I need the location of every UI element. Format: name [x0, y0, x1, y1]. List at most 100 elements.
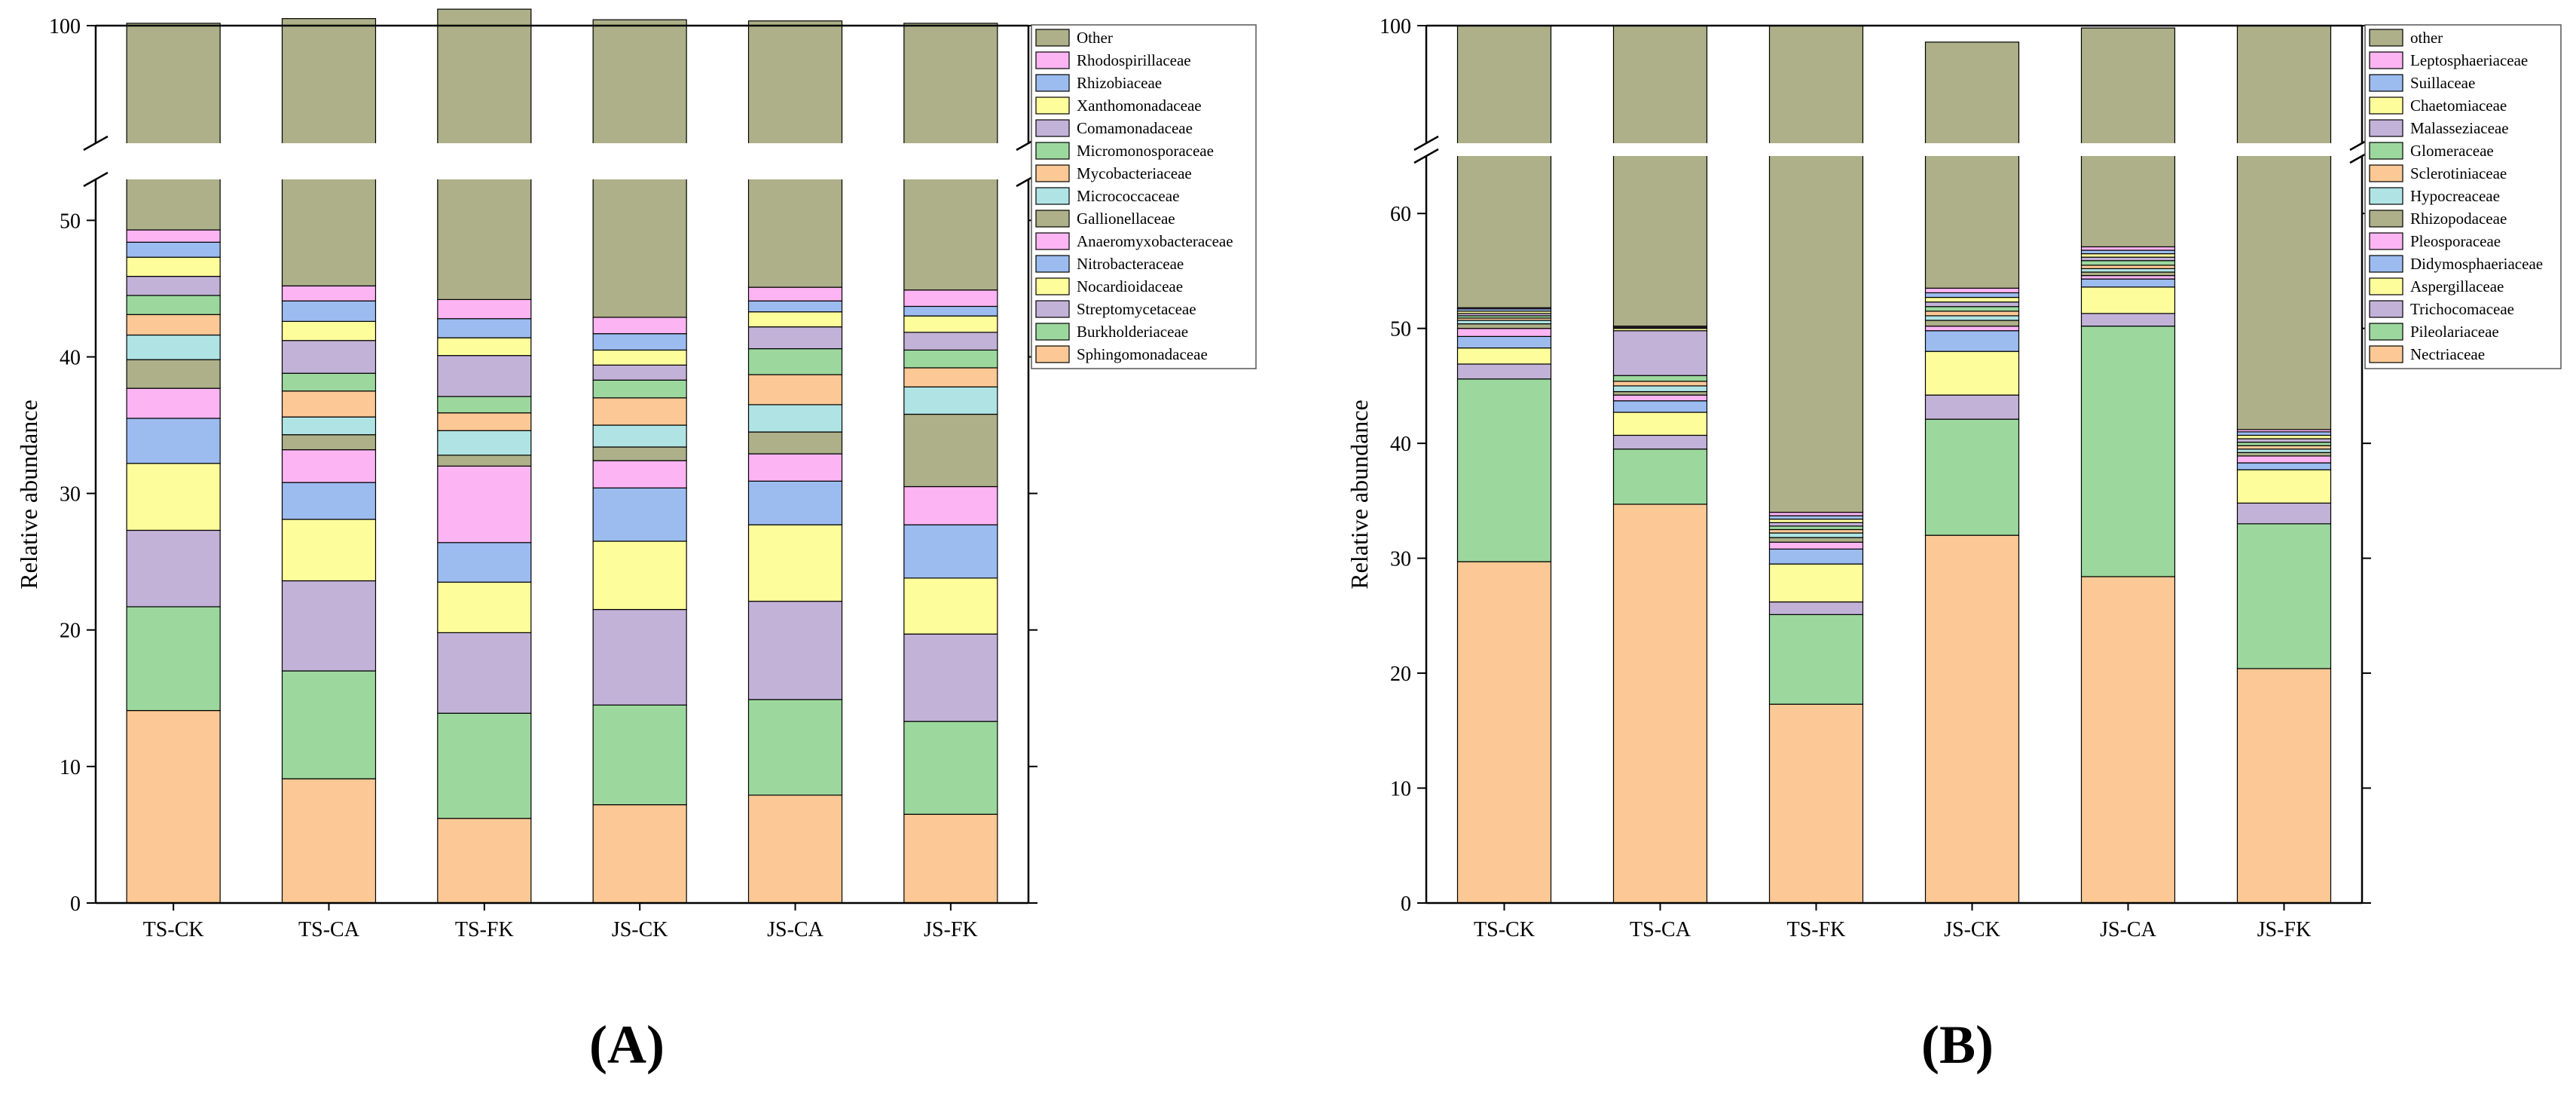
bar-segment-sphingomonadaceae-ts-ck	[126, 710, 221, 904]
bar-segment-chaetomiaceae-js-fk	[2236, 434, 2332, 439]
legend-swatch	[1035, 142, 1070, 160]
bar-segment-pileolariaceae-js-ck	[1924, 418, 2020, 536]
bar-segment-pileolariaceae-js-ca	[2080, 326, 2176, 577]
bar-segment-malasseziaceae-ts-ca	[1612, 330, 1708, 376]
legend-label: Gallionellaceae	[1077, 210, 1175, 228]
bar-segment-micromonosporaceae-ts-fk	[437, 396, 532, 414]
bar-segment-rhodospirillaceae-ts-ck	[126, 229, 221, 243]
bar-segment-rhizobiaceae-ts-ca	[281, 300, 377, 322]
legend-swatch	[2369, 142, 2403, 160]
axis-break-gap	[1411, 143, 2377, 156]
bar-segment-nectriaceae-ts-ck	[1456, 561, 1552, 904]
bar-segment-rhizopodaceae-ts-ca	[1612, 390, 1708, 396]
bar-segment-gallionellaceae-js-fk	[903, 413, 998, 488]
panel-label-a: (A)	[589, 1015, 665, 1075]
legend-label: Streptomycetaceae	[1077, 300, 1196, 318]
legend-swatch	[1035, 164, 1070, 182]
panel-b-chart: TS-CK TS-CA TS-FK JS-CK JS-CA JS-FK 0 10 20 30 40 5…	[1346, 15, 2562, 941]
legend-swatch	[1035, 300, 1070, 318]
bar-segment-mycobacteriaceae-js-ca	[747, 374, 843, 406]
bar-segment-micromonosporaceae-js-ck	[592, 379, 687, 399]
bar-segment-sclerotiniaceae-js-fk	[2236, 445, 2332, 450]
bar-segment-comamonadaceae-js-fk	[903, 332, 998, 351]
bar-segment-sphingomonadaceae-js-ca	[747, 794, 843, 904]
bar-segment-other-ts-ck	[1456, 25, 1552, 308]
bar-segment-nocardioidaceae-ts-ca	[281, 519, 377, 582]
bar-segment-other-js-fk	[2236, 25, 2332, 430]
bar-segment-aspergillaceae-ts-ck	[1456, 347, 1552, 365]
y-tick-label: 20	[60, 620, 81, 643]
bar-segment-rhodospirillaceae-ts-ca	[281, 285, 377, 302]
bar-segment-micromonosporaceae-js-ca	[747, 348, 843, 375]
bar-segment-rhizobiaceae-ts-fk	[437, 318, 532, 338]
bar-segment-micrococcaceae-ts-ck	[126, 334, 221, 360]
bar-segment-malasseziaceae-js-ck	[1924, 302, 2020, 308]
bar-segment-aspergillaceae-ts-ca	[1612, 412, 1708, 436]
bar-segment-anaeromyxobacteraceae-ts-ck	[126, 387, 221, 419]
bar-segment-nocardioidaceae-js-ca	[747, 524, 843, 602]
bar-segment-pleosporaceae-js-ca	[2080, 274, 2176, 280]
bar-segment-burkholderiaceae-js-fk	[903, 721, 998, 815]
bar-segment-xanthomonadaceae-ts-fk	[437, 337, 532, 357]
bar-segment-nocardioidaceae-js-ck	[592, 540, 687, 611]
bar-segment-rhodospirillaceae-js-ca	[747, 286, 843, 302]
bar-segment-streptomycetaceae-js-ck	[592, 608, 687, 706]
bar-segment-anaeromyxobacteraceae-js-fk	[903, 485, 998, 525]
x-tick-label: JS-CA	[767, 918, 824, 941]
axis-break-mark	[83, 171, 108, 188]
legend-label: Trichocomaceae	[2410, 300, 2514, 318]
bar-segment-gallionellaceae-ts-ca	[281, 434, 377, 451]
bar-segment-aspergillaceae-js-fk	[2236, 469, 2332, 504]
x-tick-label: JS-FK	[924, 918, 978, 941]
legend-swatch	[1035, 232, 1070, 250]
legend-swatch	[2369, 119, 2403, 137]
axis-break-mark	[1413, 135, 1439, 152]
legend-swatch	[1035, 210, 1070, 228]
bar-segment-didymosphaeriaceae-ts-fk	[1768, 548, 1864, 565]
legend-label: Other	[1077, 29, 1113, 47]
bar-segment-micrococcaceae-js-fk	[903, 386, 998, 415]
legend-swatch	[1035, 277, 1070, 295]
bar-segment-pleosporaceae-ts-fk	[1768, 541, 1864, 550]
legend-swatch	[2369, 74, 2403, 92]
legend-swatch	[1035, 51, 1070, 69]
bar-segment-suillaceae-js-fk	[2236, 431, 2332, 436]
bar-segment-nitrobacteraceae-ts-ck	[126, 418, 221, 464]
bar-segment-hypocreaceae-ts-ca	[1612, 385, 1708, 393]
x-tick-label: TS-FK	[1787, 918, 1846, 941]
y-axis-title: Relative abundance	[1346, 399, 1373, 589]
legend-swatch	[2369, 29, 2403, 47]
bar-segment-burkholderiaceae-ts-fk	[437, 712, 532, 819]
legend-label: Xanthomonadaceae	[1077, 96, 1202, 115]
bar-segment-sclerotiniaceae-ts-fk	[1768, 528, 1864, 534]
bar-segment-sphingomonadaceae-ts-fk	[437, 818, 532, 904]
bar-segment-micrococcaceae-ts-ca	[281, 416, 377, 436]
bar-segment-other-js-ca	[2080, 27, 2176, 248]
bar-segment-gallionellaceae-js-ck	[592, 446, 687, 461]
bar-segment-suillaceae-js-ck	[1924, 292, 2020, 298]
legend-swatch	[2369, 323, 2403, 341]
bar-segment-anaeromyxobacteraceae-js-ca	[747, 453, 843, 482]
x-tick-label: JS-CK	[612, 918, 668, 941]
bar-segment-hypocreaceae-js-ck	[1924, 315, 2020, 321]
axis-break-mark	[83, 135, 108, 152]
bar-segment-nitrobacteraceae-js-fk	[903, 524, 998, 579]
bar-segment-leptosphaeriaceae-js-ck	[1924, 287, 2020, 294]
legend-swatch	[1035, 119, 1070, 137]
bar-segment-nectriaceae-ts-ca	[1612, 504, 1708, 904]
bar-segment-trichocomaceae-js-ca	[2080, 313, 2176, 327]
axis-break-mark	[1413, 148, 1439, 164]
bar-segment-rhizobiaceae-js-ca	[747, 300, 843, 313]
y-tick-label: 10	[60, 756, 81, 779]
x-tick-label: TS-CA	[298, 918, 360, 941]
bar-segment-micrococcaceae-js-ca	[747, 404, 843, 433]
x-tick-label: JS-CA	[2100, 918, 2156, 941]
bar-segment-rhizopodaceae-ts-fk	[1768, 537, 1864, 543]
bar-segment-trichocomaceae-js-fk	[2236, 502, 2332, 525]
y-tick-label: 50	[1390, 318, 1411, 341]
bar-segment-streptomycetaceae-ts-ck	[126, 529, 221, 608]
bar-segment-hypocreaceae-ts-ck	[1456, 320, 1552, 325]
y-tick-label: 40	[60, 346, 81, 369]
bar-segment-glomeraceae-ts-ca	[1612, 375, 1708, 382]
bar-segment-nectriaceae-js-ck	[1924, 534, 2020, 904]
